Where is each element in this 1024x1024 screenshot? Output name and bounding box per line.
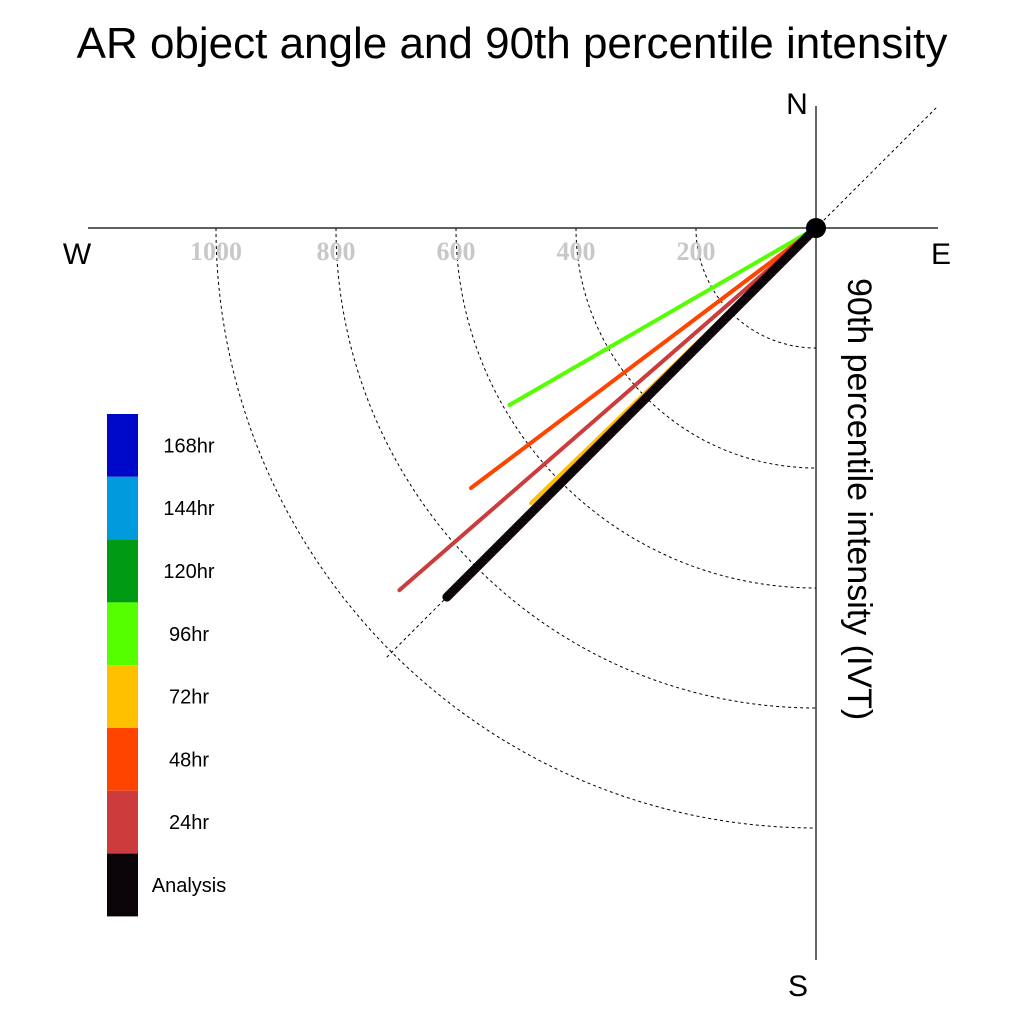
legend-label-144hr: 144hr [163,498,214,520]
legend-label-96hr: 96hr [169,624,209,646]
legend-label-24hr: 24hr [169,812,209,834]
compass-east: E [931,238,951,271]
compass-north: N [786,88,808,121]
origin-marker [806,218,826,238]
vector-analysis [442,223,821,602]
ring-label-600: 600 [437,237,476,266]
legend-swatch-48hr [107,728,138,791]
radial-axis-title: 90th percentile intensity (IVT) [840,278,878,720]
ring-label-200: 200 [677,237,716,266]
legend-label-72hr: 72hr [169,687,209,709]
compass-south: S [788,970,808,1003]
compass-west: W [63,238,92,271]
ring-label-1000: 1000 [190,237,242,266]
ring-label-400: 400 [557,237,596,266]
legend-swatch-96hr [107,602,138,666]
ring-200 [695,227,817,349]
chart-title: AR object angle and 90th percentile inte… [77,19,948,68]
legend-swatch-120hr [107,539,138,603]
legend: 168hr 144hr 120hr 96hr 72hr 48hr 24hr Analysis [107,414,226,917]
vector-96hr [507,226,818,407]
legend-label-120hr: 120hr [163,561,214,583]
legend-label-168hr: 168hr [163,435,214,457]
legend-swatch-analysis [107,853,138,917]
ring-1000 [215,227,817,829]
legend-swatch-24hr [107,790,138,854]
vector-24hr [397,226,818,593]
legend-swatch-144hr [107,476,138,540]
legend-swatch-168hr [107,414,138,477]
legend-label-analysis: Analysis [152,875,226,897]
legend-swatch-72hr [107,665,138,728]
ring-label-800: 800 [317,237,356,266]
angle-vectors [397,223,821,602]
ring-labels: 200 400 600 800 1000 [190,237,716,266]
vector-48hr [468,226,818,490]
legend-label-48hr: 48hr [169,749,209,771]
